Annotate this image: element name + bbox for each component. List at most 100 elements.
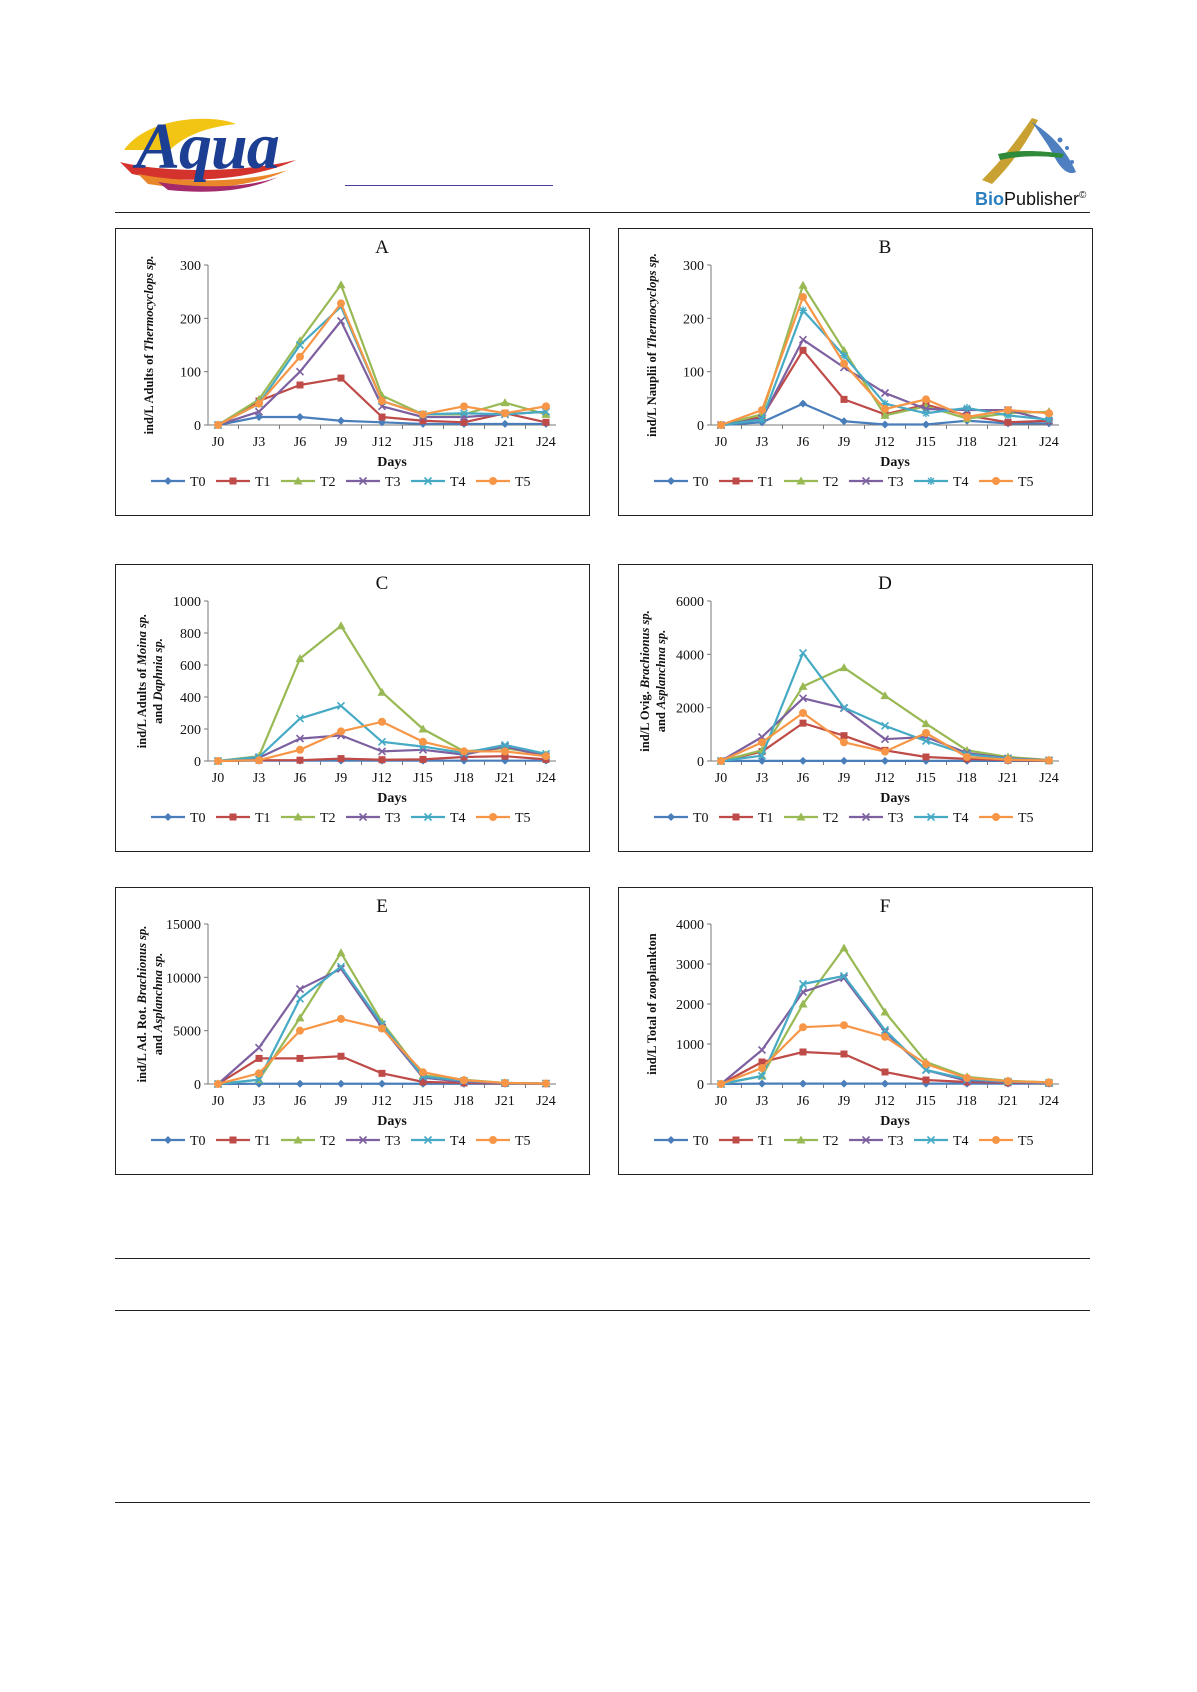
- x-tick-label: J6: [797, 435, 809, 450]
- legend-label: T2: [320, 811, 336, 826]
- x-tick-label: J9: [335, 1094, 347, 1109]
- data-point-t4: [880, 1025, 890, 1035]
- legend-marker: [861, 812, 871, 822]
- data-point-t4: [336, 962, 346, 971]
- y-tick-label: 3000: [676, 958, 704, 973]
- legend-marker: [164, 1136, 172, 1144]
- x-axis-label: Days: [880, 455, 910, 470]
- legend-item-t5: T5: [979, 811, 1034, 826]
- data-point-t0: [501, 419, 509, 428]
- data-point-t5: [501, 1078, 509, 1087]
- data-point-t0: [378, 1079, 386, 1088]
- legend-marker: [861, 476, 871, 486]
- data-point-t4: [459, 409, 469, 418]
- series-t5: [717, 1021, 1053, 1088]
- y-axis-label: ind/L Adults of Moina sp.: [135, 614, 149, 748]
- chart-panel-b: B 0 100 200 300 J0 J3 J6 J9 J12 J15 J18 J21 J24 Days in…: [618, 228, 1093, 516]
- x-tick-label: J3: [253, 435, 265, 450]
- y-tick-label: 0: [194, 419, 201, 434]
- data-point-t5: [460, 402, 468, 411]
- data-point-t1: [337, 1052, 345, 1060]
- x-tick-label: J15: [413, 435, 432, 450]
- data-point-t4: [963, 403, 971, 412]
- legend-marker: [796, 812, 806, 821]
- x-tick-label: J18: [957, 771, 976, 786]
- data-point-t4: [799, 306, 807, 315]
- data-point-t5: [922, 729, 930, 737]
- header-rule: [115, 212, 1090, 213]
- legend-label: T1: [255, 811, 271, 826]
- data-point-t5: [758, 738, 766, 747]
- legend-item-t5: T5: [476, 475, 531, 490]
- data-point-t1: [296, 1054, 304, 1062]
- x-tick-label: J6: [797, 771, 809, 786]
- x-tick-label: J24: [536, 435, 555, 450]
- data-point-t2: [921, 719, 931, 728]
- page-header: Aqua BioPublisher©: [0, 0, 1197, 215]
- y-tick-label: 200: [683, 312, 704, 327]
- legend-item-t3: T3: [346, 475, 401, 490]
- data-point-t5: [255, 1069, 263, 1078]
- data-point-t4: [295, 340, 305, 350]
- legend-marker: [358, 812, 368, 822]
- data-point-t2: [336, 280, 346, 289]
- x-tick-label: J0: [212, 771, 224, 786]
- legend-label: T3: [385, 1134, 401, 1149]
- data-point-t5: [963, 1074, 971, 1082]
- legend-label: T4: [953, 475, 969, 490]
- legend-label: T3: [888, 1134, 904, 1149]
- x-tick-label: J24: [1039, 1094, 1058, 1109]
- y-tick-label: 200: [180, 312, 201, 327]
- x-tick-label: J12: [372, 771, 391, 786]
- y-tick-label: 0: [194, 755, 201, 770]
- x-tick-label: J3: [253, 771, 265, 786]
- data-point-t1: [542, 418, 550, 426]
- data-point-t0: [799, 1079, 807, 1088]
- legend-label: T1: [255, 1134, 271, 1149]
- x-tick-label: J21: [998, 435, 1017, 450]
- legend-item-t3: T3: [849, 1134, 904, 1149]
- y-tick-label: 4000: [676, 648, 704, 663]
- legend-marker: [358, 1135, 368, 1145]
- y-axis-label: and Daphnia sp.: [151, 638, 165, 724]
- y-tick-label: 0: [697, 755, 704, 770]
- data-point-t4: [377, 737, 387, 746]
- data-point-t4: [798, 979, 808, 989]
- legend-marker: [667, 477, 675, 485]
- legend-item-t4: T4: [914, 475, 969, 490]
- x-tick-label: J0: [715, 771, 727, 786]
- data-point-t5: [337, 299, 345, 308]
- data-point-t5: [1004, 406, 1012, 415]
- series-t2: [213, 621, 551, 765]
- data-point-t5: [922, 1060, 930, 1068]
- legend-item-t1: T1: [719, 1134, 774, 1149]
- data-point-t1: [758, 1058, 766, 1066]
- y-axis-label: ind/L Nauplii of Thermocyclops sp.: [645, 253, 659, 437]
- x-tick-label: J12: [372, 435, 391, 450]
- data-point-t4: [295, 714, 305, 723]
- data-point-t1: [296, 756, 304, 764]
- legend-item-t0: T0: [151, 475, 206, 490]
- data-point-t1: [460, 753, 468, 761]
- data-point-t0: [922, 1079, 930, 1088]
- data-point-t4: [921, 736, 931, 746]
- y-tick-label: 0: [697, 419, 704, 434]
- legend-item-t4: T4: [914, 811, 969, 826]
- chart-svg-c: C 0 200 400 600 800 1000 J0 J3 J6 J9 J12 J15 J18 J21 J2…: [135, 573, 556, 826]
- x-tick-label: J24: [536, 1094, 555, 1109]
- x-tick-label: J12: [875, 1094, 894, 1109]
- chart-title: A: [375, 237, 389, 258]
- legend-item-t2: T2: [784, 811, 839, 826]
- y-tick-label: 10000: [166, 971, 201, 986]
- data-point-t4: [839, 703, 849, 712]
- data-point-t5: [296, 745, 304, 754]
- data-point-t5: [378, 397, 386, 405]
- data-point-t2: [418, 724, 428, 733]
- x-tick-label: J6: [797, 1094, 809, 1109]
- x-tick-label: J3: [756, 771, 768, 786]
- legend-label: T0: [693, 1134, 709, 1149]
- data-point-t2: [798, 681, 808, 690]
- data-point-t5: [378, 1024, 386, 1033]
- legend-marker: [861, 1135, 871, 1145]
- legend-item-t0: T0: [654, 1134, 709, 1149]
